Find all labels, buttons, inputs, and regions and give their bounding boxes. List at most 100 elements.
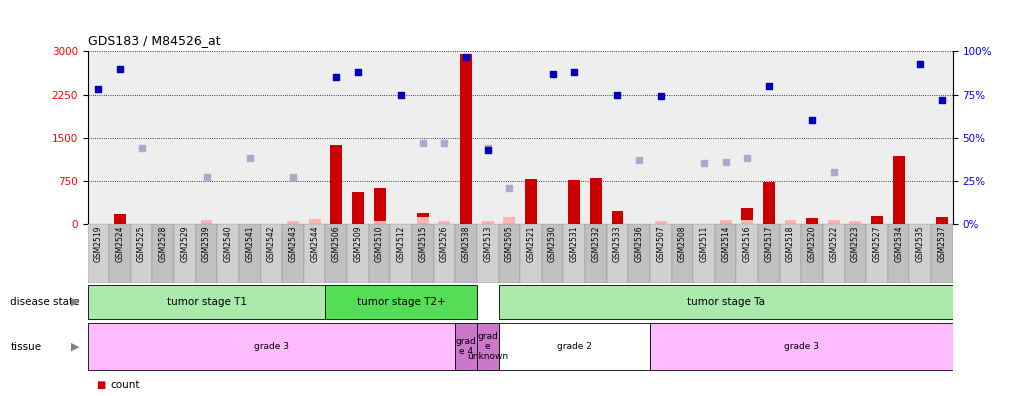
Point (457, 53, 474, 60)
Bar (866, 224, 888, 283)
Text: GSM2517: GSM2517 (764, 226, 774, 262)
Bar (607, 224, 628, 283)
Text: grad
e 4: grad e 4 (455, 337, 477, 356)
Bar (909, 224, 931, 283)
Bar (736, 224, 758, 283)
Text: GSM2507: GSM2507 (656, 226, 665, 262)
Text: GSM2528: GSM2528 (159, 226, 168, 262)
Point (479, 147, 495, 153)
Bar (88, 285, 325, 319)
Bar (304, 224, 325, 283)
Point (392, 91, 409, 98)
Bar (325, 224, 347, 283)
Bar (88, 323, 455, 370)
Text: GSM2526: GSM2526 (440, 226, 449, 262)
Bar (390, 224, 412, 283)
Text: grade 3: grade 3 (254, 342, 288, 351)
Point (91, 86, 107, 93)
Text: GSM2514: GSM2514 (721, 226, 730, 262)
Bar (650, 224, 672, 283)
Bar (585, 224, 607, 283)
Bar (850, 221, 861, 224)
Text: GSM2523: GSM2523 (851, 226, 860, 262)
Text: GSM2544: GSM2544 (310, 226, 319, 262)
Bar (628, 224, 650, 283)
Bar (477, 323, 499, 370)
Bar (309, 219, 320, 224)
Bar (893, 156, 904, 224)
Text: GSM2537: GSM2537 (937, 226, 947, 262)
Bar (871, 216, 883, 224)
Bar (780, 224, 801, 283)
Bar (693, 224, 715, 283)
Bar (931, 224, 953, 283)
Text: GSM2508: GSM2508 (678, 226, 687, 262)
Text: GSM2511: GSM2511 (699, 226, 709, 262)
Text: ■: ■ (96, 380, 105, 390)
Text: tumor stage T2+: tumor stage T2+ (356, 297, 446, 307)
Text: GSM2529: GSM2529 (180, 226, 190, 262)
Bar (590, 178, 602, 224)
Bar (499, 224, 520, 283)
Text: disease state: disease state (10, 297, 79, 307)
Bar (828, 220, 839, 224)
Text: GSM2513: GSM2513 (483, 226, 492, 262)
Bar (325, 285, 477, 319)
Text: GSM2524: GSM2524 (115, 226, 125, 262)
Text: grade 3: grade 3 (784, 342, 819, 351)
Bar (650, 323, 953, 370)
Point (760, 83, 777, 89)
Point (739, 155, 755, 162)
Text: ▶: ▶ (71, 341, 79, 352)
Point (717, 158, 733, 165)
Text: GSM2520: GSM2520 (808, 226, 817, 262)
Bar (569, 180, 580, 224)
Point (414, 140, 431, 146)
Text: GSM2510: GSM2510 (375, 226, 384, 262)
Bar (374, 221, 385, 224)
Bar (520, 224, 542, 283)
Bar (742, 208, 753, 224)
Text: ▶: ▶ (71, 297, 79, 307)
Point (825, 169, 842, 175)
Bar (287, 221, 299, 224)
Bar (763, 183, 775, 224)
Point (933, 97, 950, 103)
Text: GDS183 / M84526_at: GDS183 / M84526_at (88, 34, 220, 48)
Bar (239, 224, 261, 283)
Bar (720, 220, 731, 224)
Bar (261, 224, 282, 283)
Text: GSM2541: GSM2541 (245, 226, 254, 262)
Text: grad
e
unknown: grad e unknown (468, 331, 508, 362)
Text: GSM2540: GSM2540 (224, 226, 233, 262)
Bar (439, 221, 450, 224)
Text: GSM2542: GSM2542 (267, 226, 276, 262)
Point (630, 157, 647, 163)
Text: GSM2535: GSM2535 (916, 226, 925, 262)
Bar (888, 224, 909, 283)
Point (803, 117, 820, 124)
Point (328, 74, 344, 80)
Point (695, 160, 712, 167)
Bar (88, 224, 109, 283)
Text: GSM2525: GSM2525 (137, 226, 146, 262)
Bar (196, 224, 217, 283)
Bar (282, 224, 304, 283)
Bar (331, 145, 342, 224)
Bar (542, 224, 563, 283)
Point (609, 91, 625, 98)
Bar (352, 192, 364, 224)
Bar (612, 211, 623, 224)
Point (544, 71, 560, 77)
Bar (936, 217, 948, 224)
Point (241, 155, 258, 162)
Text: GSM2536: GSM2536 (634, 226, 644, 262)
Bar (460, 54, 472, 224)
Bar (434, 224, 455, 283)
Text: GSM2533: GSM2533 (613, 226, 622, 262)
Text: GSM2539: GSM2539 (202, 226, 211, 262)
Text: GSM2531: GSM2531 (570, 226, 579, 262)
Text: GSM2505: GSM2505 (505, 226, 514, 262)
Text: GSM2534: GSM2534 (894, 226, 903, 262)
Text: count: count (110, 380, 140, 390)
